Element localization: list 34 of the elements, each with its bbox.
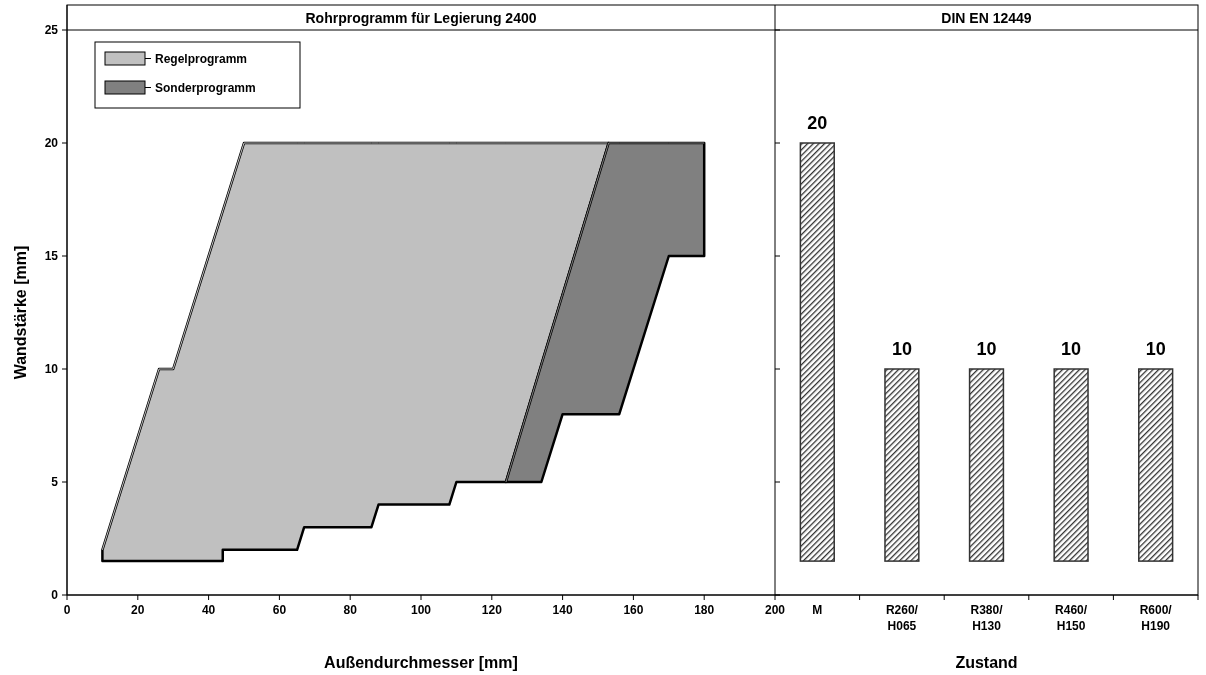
- x-axis-title: Zustand: [955, 654, 1018, 671]
- x-tick-label: 60: [272, 603, 287, 617]
- data-label: 10: [1061, 339, 1082, 359]
- chart-title: Rohrprogramm für Legierung 2400: [305, 10, 537, 26]
- y-tick-label: 15: [44, 249, 59, 263]
- x-axis-title: Außendurchmesser [mm]: [324, 654, 518, 671]
- y-tick-label: 25: [44, 23, 59, 37]
- x-tick-label: R260/ H065: [885, 603, 919, 633]
- x-tick-label: 100: [410, 603, 432, 617]
- x-tick-label: R460/ H150: [1055, 603, 1088, 633]
- x-tick-label: 180: [694, 603, 715, 617]
- data-label: 10: [891, 339, 912, 359]
- y-axis-title: Wandstärke [mm]: [12, 245, 29, 380]
- y-tick-label: 5: [51, 475, 59, 489]
- x-tick-label: 200: [764, 603, 786, 617]
- x-tick-label: 120: [481, 603, 503, 617]
- data-label: 10: [976, 339, 997, 359]
- x-tick-label: 40: [201, 603, 216, 617]
- x-tick-label: 80: [343, 603, 358, 617]
- x-tick-label: 20: [131, 603, 145, 617]
- y-tick-label: 10: [44, 362, 59, 376]
- legend-label: Sonderprogramm: [155, 81, 256, 95]
- x-tick-label: 140: [552, 603, 573, 617]
- x-tick-label: M: [812, 603, 823, 617]
- data-label: 20: [807, 113, 828, 133]
- y-tick-label: 20: [44, 136, 59, 150]
- x-tick-label: R380/ H130: [970, 603, 1004, 633]
- legend-label: Regelprogramm: [155, 52, 248, 66]
- x-tick-label: 160: [623, 603, 644, 617]
- x-tick-label: R600/ H190: [1139, 603, 1173, 633]
- chart-title: DIN EN 12449: [941, 10, 1032, 26]
- x-tick-label: 0: [63, 603, 71, 617]
- y-tick-label: 0: [51, 588, 59, 602]
- data-label: 10: [1145, 339, 1166, 359]
